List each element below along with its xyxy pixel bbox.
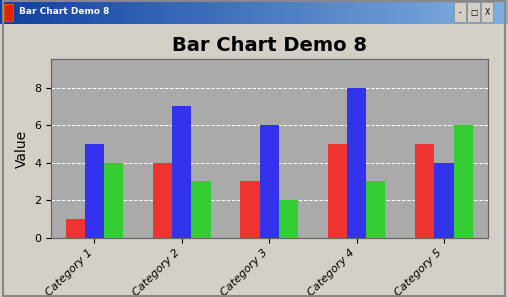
FancyBboxPatch shape (454, 2, 466, 22)
Bar (4, 4, 13, 21)
Text: -: - (458, 8, 461, 17)
Bar (66, 219, 85, 238)
Bar (347, 88, 366, 238)
Title: Bar Chart Demo 8: Bar Chart Demo 8 (172, 36, 367, 55)
Bar (85, 144, 104, 238)
Bar (4, 4, 13, 21)
Bar (153, 162, 172, 238)
Bar (104, 162, 123, 238)
Bar (192, 181, 211, 238)
Bar (434, 162, 454, 238)
Text: X: X (485, 8, 490, 17)
Text: Bar Chart Demo 8: Bar Chart Demo 8 (19, 7, 110, 16)
Bar (415, 144, 434, 238)
Bar (366, 181, 386, 238)
Bar (260, 125, 279, 238)
Y-axis label: Value: Value (14, 129, 28, 168)
Text: □: □ (470, 8, 477, 17)
FancyBboxPatch shape (467, 2, 480, 22)
Bar (240, 181, 260, 238)
Bar (328, 144, 347, 238)
Bar (454, 125, 473, 238)
Bar (172, 106, 192, 238)
FancyBboxPatch shape (481, 2, 493, 22)
Bar (279, 200, 298, 238)
